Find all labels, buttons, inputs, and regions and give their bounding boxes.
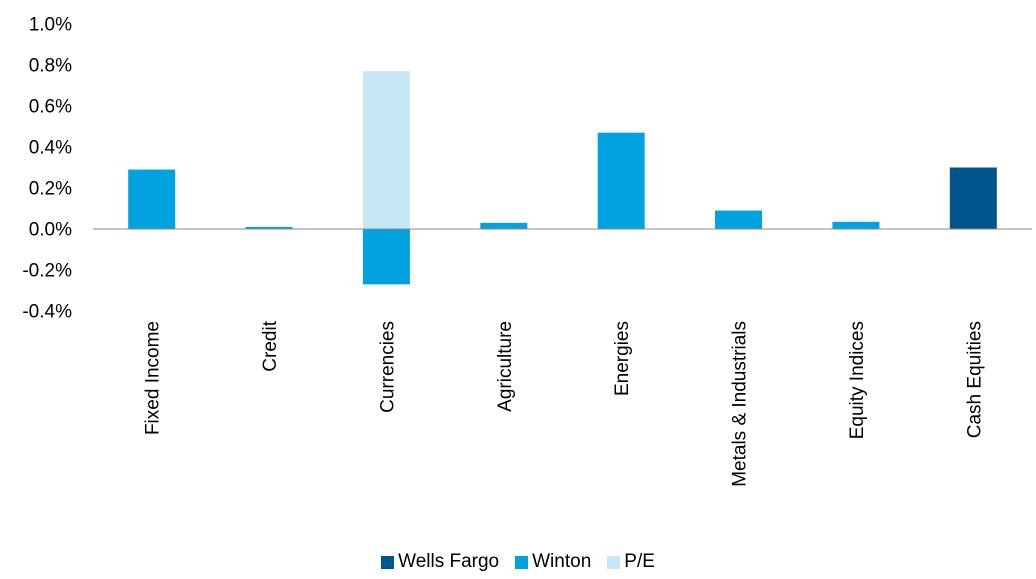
category-label: Agriculture <box>495 321 516 412</box>
y-tick-label: 1.0% <box>29 15 72 36</box>
bar-p-e-2 <box>363 71 410 229</box>
y-tick-label: 0.2% <box>29 179 72 200</box>
legend-label-pe: P/E <box>624 551 655 573</box>
category-label: Cash Equities <box>964 321 985 438</box>
category-label: Energies <box>612 321 633 396</box>
bar-winton-6 <box>832 222 879 229</box>
y-tick-label: 0.6% <box>29 97 72 118</box>
y-tick-label: 0.8% <box>29 56 72 77</box>
y-tick-label: 0.4% <box>29 138 72 159</box>
category-label: Currencies <box>377 321 398 413</box>
bar-winton-3 <box>480 223 527 229</box>
category-label: Credit <box>260 320 281 371</box>
legend: Wells Fargo Winton P/E <box>0 551 1036 573</box>
bar-winton-4 <box>598 133 645 229</box>
bar-chart: 1.0% 0.8% 0.6% 0.4% 0.2% 0.0% -0.2% -0.4% Fixed … <box>0 0 1036 545</box>
bar-winton-2 <box>363 229 410 284</box>
category-label: Metals & Industrials <box>730 321 751 487</box>
legend-swatch-wells-fargo <box>381 556 394 569</box>
legend-item-pe: P/E <box>607 551 655 573</box>
y-tick-label: 0.0% <box>29 220 72 241</box>
bar-winton-5 <box>715 211 762 229</box>
category-label: Equity Indices <box>847 321 868 439</box>
y-tick-label: -0.4% <box>22 302 72 323</box>
bar-winton-0 <box>128 170 175 229</box>
legend-swatch-winton <box>515 556 528 569</box>
y-tick-label: -0.2% <box>22 261 72 282</box>
legend-item-wells-fargo: Wells Fargo <box>381 551 499 573</box>
bar-wells-fargo-7 <box>950 168 997 230</box>
legend-swatch-pe <box>607 556 620 569</box>
legend-label-winton: Winton <box>532 551 591 573</box>
category-label: Fixed Income <box>143 321 164 435</box>
legend-item-winton: Winton <box>515 551 591 573</box>
legend-label-wells-fargo: Wells Fargo <box>398 551 499 573</box>
